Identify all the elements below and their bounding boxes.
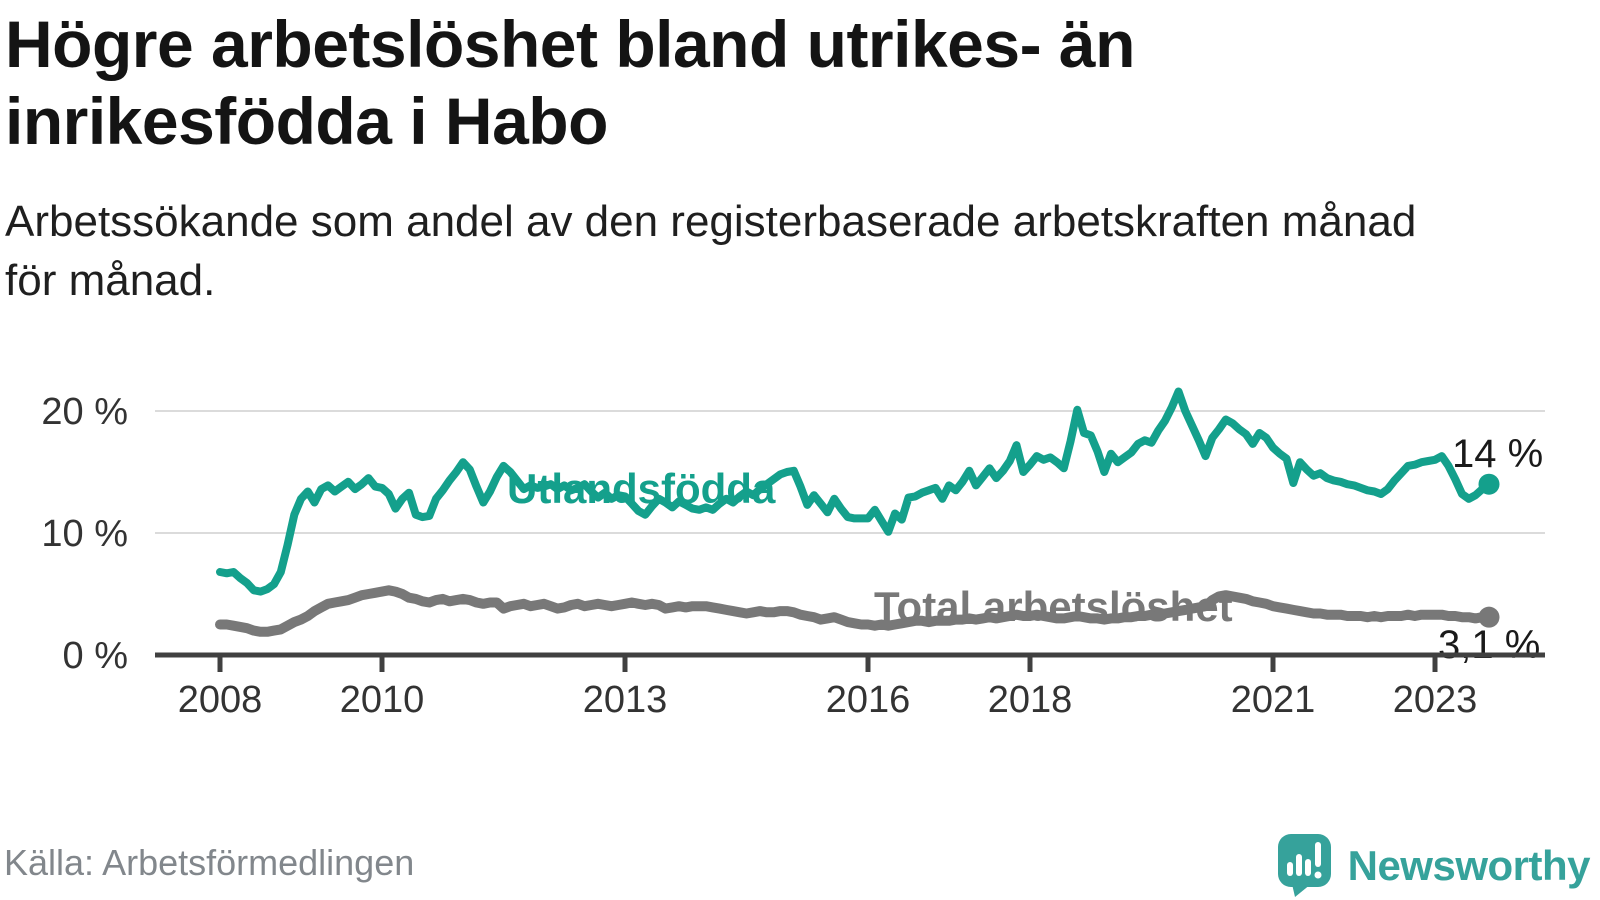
newsworthy-logo: Newsworthy	[1277, 834, 1591, 898]
end-value-label-total: 3,1 %	[1438, 623, 1540, 667]
chart-subtitle-line-1: Arbetssökande som andel av den registerb…	[5, 197, 1417, 246]
y-tick-label: 20 %	[41, 391, 128, 433]
x-tick-label: 2016	[826, 679, 911, 721]
x-tick-label: 2023	[1393, 679, 1478, 721]
series-line-utlandsfodda	[216, 387, 1493, 596]
series-label-utlandsfodda: Utlandsfödda	[507, 465, 776, 512]
source-text: Källa: Arbetsförmedlingen	[4, 842, 415, 883]
y-tick-label: 10 %	[41, 513, 128, 555]
x-tick-label: 2013	[583, 679, 668, 721]
x-tick-label: 2018	[988, 679, 1073, 721]
x-tick-label: 2010	[340, 679, 425, 721]
x-tick-label: 2021	[1231, 679, 1316, 721]
series-end-dot-total	[1478, 606, 1500, 628]
series-label-total: Total arbetslöshet	[874, 583, 1233, 630]
chart-subtitle-line-2: för månad.	[5, 256, 216, 305]
chart-subtitle: Arbetssökande som andel av den registerb…	[5, 192, 1565, 310]
end-value-label-utlandsfodda: 14 %	[1452, 432, 1543, 476]
chart-svg: 0 % 10 % 20 % 3,1 % 2008 2010 2013 2016 2018 2021…	[41, 387, 1545, 721]
x-tick-label: 2008	[178, 679, 263, 721]
page-title-line-2: inrikesfödda i Habo	[5, 84, 608, 158]
page-title: Högre arbetslöshet bland utrikes- än inr…	[5, 6, 1305, 160]
y-tick-label: 0 %	[63, 635, 128, 677]
series-end-dot-utlandsfodda	[1478, 473, 1500, 495]
newsworthy-logo-icon	[1277, 834, 1331, 897]
newsworthy-logo-text: Newsworthy	[1347, 842, 1591, 889]
page-title-line-1: Högre arbetslöshet bland utrikes- än	[5, 7, 1135, 81]
series-line-total	[215, 585, 1494, 637]
